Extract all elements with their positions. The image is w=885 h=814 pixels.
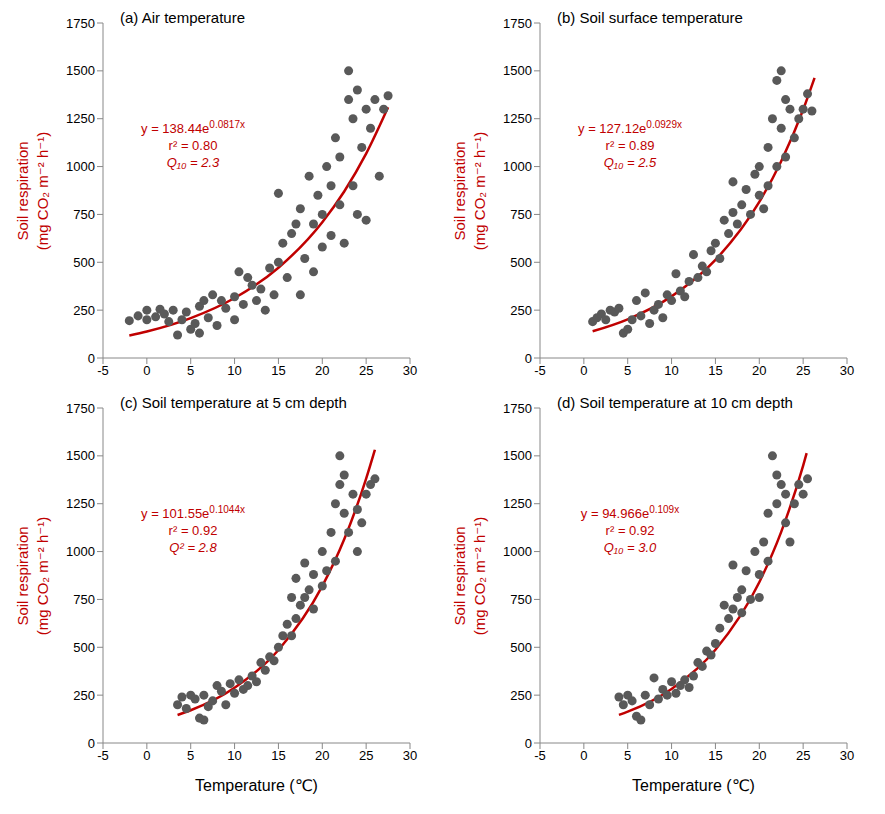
html-text:y = 138.44e0.0817x: y = 138.44e0.0817x [141, 119, 245, 137]
html-text:(c) Soil temperature at 5 cm d: (c) Soil temperature at 5 cm depth [120, 394, 347, 411]
svg-text:25: 25 [359, 748, 373, 763]
html-text:y = 94.966e0.109x: y = 94.966e0.109x [580, 504, 680, 522]
html-text:(mg CO₂ m⁻² h⁻¹): (mg CO₂ m⁻² h⁻¹) [470, 131, 487, 250]
html-text:Temperature (℃): Temperature (℃) [632, 777, 755, 794]
svg-text:-5: -5 [534, 363, 546, 378]
html-text:(b) Soil surface temperature: (b) Soil surface temperature [557, 9, 743, 26]
svg-text:250: 250 [510, 303, 532, 318]
svg-text:15: 15 [271, 748, 285, 763]
svg-text:-5: -5 [97, 748, 109, 763]
svg-text:500: 500 [73, 255, 95, 270]
svg-text:-5: -5 [534, 748, 546, 763]
svg-text:20: 20 [752, 363, 766, 378]
svg-text:1000: 1000 [66, 544, 95, 559]
svg-text:1750: 1750 [503, 16, 532, 31]
svg-text:1500: 1500 [66, 63, 95, 78]
svg-text:250: 250 [510, 688, 532, 703]
svg-text:20: 20 [315, 363, 329, 378]
svg-text:15: 15 [708, 363, 722, 378]
svg-text:1500: 1500 [503, 448, 532, 463]
svg-text:-5: -5 [97, 363, 109, 378]
svg-text:20: 20 [752, 748, 766, 763]
html-text:r² = 0.80: r² = 0.80 [168, 138, 218, 154]
svg-text:1000: 1000 [66, 159, 95, 174]
svg-text:5: 5 [624, 748, 631, 763]
svg-text:30: 30 [840, 748, 854, 763]
html-text:Soil respiration: Soil respiration [450, 140, 467, 241]
svg-text:750: 750 [510, 207, 532, 222]
svg-text:1750: 1750 [503, 401, 532, 416]
html-text:(mg CO₂ m⁻² h⁻¹): (mg CO₂ m⁻² h⁻¹) [33, 131, 50, 250]
html-text:r² = 0.89: r² = 0.89 [605, 138, 655, 154]
html-text:(mg CO₂ m⁻² h⁻¹): (mg CO₂ m⁻² h⁻¹) [470, 516, 487, 635]
svg-text:1250: 1250 [503, 111, 532, 126]
html-text:Q₁₀ = 3.0: Q₁₀ = 3.0 [603, 540, 657, 556]
svg-text:0: 0 [143, 748, 150, 763]
html-text:y = 101.55e0.1044x: y = 101.55e0.1044x [141, 504, 245, 522]
svg-text:1000: 1000 [503, 159, 532, 174]
svg-text:30: 30 [840, 363, 854, 378]
svg-text:750: 750 [510, 592, 532, 607]
svg-text:10: 10 [664, 748, 678, 763]
html-text:y = 127.12e0.0929x: y = 127.12e0.0929x [578, 119, 682, 137]
svg-text:1500: 1500 [66, 448, 95, 463]
html-text:Temperature (℃): Temperature (℃) [195, 777, 318, 794]
svg-text:1000: 1000 [503, 544, 532, 559]
svg-text:10: 10 [227, 748, 241, 763]
svg-text:750: 750 [73, 207, 95, 222]
html-text:Soil respiration: Soil respiration [13, 525, 30, 626]
html-text:(mg CO₂ m⁻² h⁻¹): (mg CO₂ m⁻² h⁻¹) [33, 516, 50, 635]
svg-text:0: 0 [88, 736, 95, 751]
html-text:Q² = 2.8: Q² = 2.8 [169, 540, 217, 556]
svg-text:500: 500 [510, 640, 532, 655]
svg-text:5: 5 [624, 363, 631, 378]
svg-text:5: 5 [187, 748, 194, 763]
html-text:Soil respiration: Soil respiration [13, 140, 30, 241]
svg-text:1250: 1250 [66, 111, 95, 126]
svg-text:20: 20 [315, 748, 329, 763]
html-text:Q₁₀ = 2.5: Q₁₀ = 2.5 [603, 155, 657, 171]
svg-text:25: 25 [359, 363, 373, 378]
html-text:r² = 0.92: r² = 0.92 [168, 523, 218, 539]
svg-text:0: 0 [525, 736, 532, 751]
svg-text:1750: 1750 [66, 16, 95, 31]
svg-text:250: 250 [73, 688, 95, 703]
html-text:r² = 0.92: r² = 0.92 [605, 523, 655, 539]
html-text:Q₁₀ = 2.3: Q₁₀ = 2.3 [166, 155, 220, 171]
svg-text:500: 500 [73, 640, 95, 655]
svg-text:15: 15 [708, 748, 722, 763]
svg-text:30: 30 [403, 748, 417, 763]
svg-text:500: 500 [510, 255, 532, 270]
svg-text:30: 30 [403, 363, 417, 378]
svg-text:0: 0 [525, 351, 532, 366]
svg-text:250: 250 [73, 303, 95, 318]
svg-text:0: 0 [580, 363, 587, 378]
svg-text:10: 10 [227, 363, 241, 378]
svg-text:1500: 1500 [503, 63, 532, 78]
svg-text:15: 15 [271, 363, 285, 378]
svg-text:25: 25 [796, 363, 810, 378]
svg-text:750: 750 [73, 592, 95, 607]
svg-text:25: 25 [796, 748, 810, 763]
svg-text:0: 0 [143, 363, 150, 378]
html-text:Soil respiration: Soil respiration [450, 525, 467, 626]
svg-text:1250: 1250 [66, 496, 95, 511]
html-text:(d) Soil temperature at 10 cm: (d) Soil temperature at 10 cm depth [557, 394, 793, 411]
svg-text:10: 10 [664, 363, 678, 378]
svg-text:5: 5 [187, 363, 194, 378]
svg-text:0: 0 [88, 351, 95, 366]
svg-text:0: 0 [580, 748, 587, 763]
html-text:(a) Air temperature: (a) Air temperature [120, 9, 245, 26]
svg-text:1750: 1750 [66, 401, 95, 416]
svg-text:1250: 1250 [503, 496, 532, 511]
